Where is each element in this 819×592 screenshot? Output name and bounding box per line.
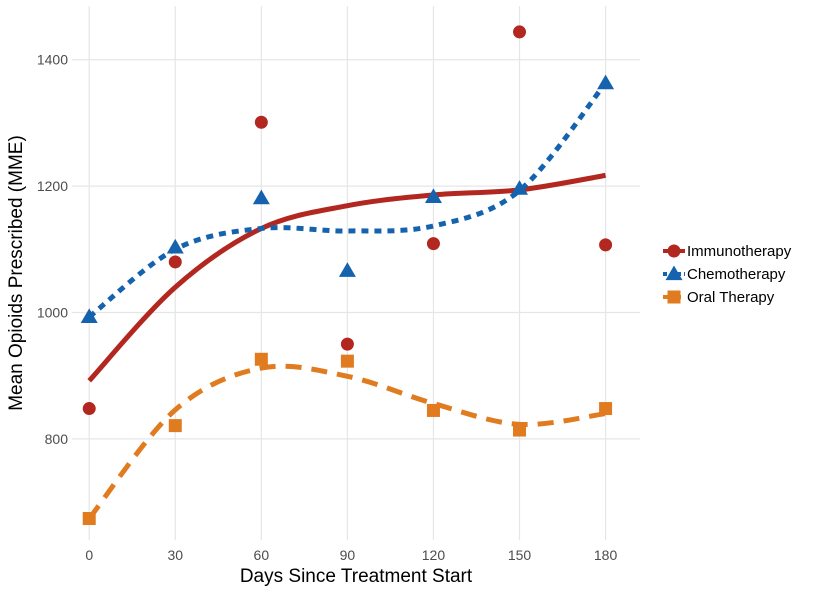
legend-item-oral-therapy: Oral Therapy — [663, 289, 775, 306]
x-axis-title: Days Since Treatment Start — [240, 566, 473, 587]
legend-square-marker — [667, 290, 681, 304]
chemotherapy-point — [338, 262, 356, 277]
chemotherapy-point — [511, 180, 529, 195]
oral-therapy-point — [340, 354, 354, 368]
y-tick-label: 1400 — [37, 52, 68, 68]
legend-circle-marker — [667, 244, 681, 258]
legend-item-chemotherapy: Chemotherapy — [663, 265, 786, 283]
oral-therapy-point — [254, 352, 268, 366]
chemotherapy-point — [80, 308, 98, 324]
chemotherapy-point — [424, 188, 442, 203]
legend-label: Chemotherapy — [687, 266, 786, 283]
grid — [72, 6, 640, 540]
chemotherapy-point — [166, 238, 184, 254]
oral-therapy-point — [426, 403, 440, 417]
immunotherapy-point — [168, 255, 182, 269]
chemotherapy-point — [252, 189, 270, 205]
immunotherapy-point — [254, 115, 268, 129]
chemotherapy-point — [597, 74, 615, 90]
y-tick-label: 1200 — [37, 178, 68, 194]
immunotherapy-point — [340, 337, 354, 351]
x-tick-label: 90 — [340, 547, 356, 563]
y-tick-label: 1000 — [37, 304, 68, 320]
y-tick-label: 800 — [45, 431, 69, 447]
x-tick-label: 30 — [167, 547, 183, 563]
oral-therapy-point — [82, 512, 96, 526]
oral-therapy-point — [513, 423, 527, 437]
x-tick-label: 120 — [422, 547, 446, 563]
immunotherapy-point — [426, 237, 440, 251]
oral-therapy-point — [599, 402, 613, 416]
legend: Immunotherapy Chemotherapy Oral Therapy — [663, 243, 792, 306]
immunotherapy-point — [82, 402, 96, 416]
oral-therapy-point — [168, 419, 182, 433]
x-tick-label: 150 — [508, 547, 532, 563]
legend-item-immunotherapy: Immunotherapy — [663, 243, 792, 260]
legend-label: Oral Therapy — [687, 289, 775, 306]
x-tick-label: 180 — [594, 547, 618, 563]
y-axis-title: Mean Opioids Prescribed (MME) — [6, 135, 27, 411]
immunotherapy-point — [513, 25, 527, 39]
x-tick-label: 0 — [85, 547, 93, 563]
data-points — [80, 25, 615, 526]
legend-triangle-marker — [665, 265, 683, 281]
x-tick-label: 60 — [254, 547, 270, 563]
immunotherapy-point — [599, 238, 613, 252]
tick-labels: 0 30 60 90 120 150 180 800 1000 1200 1400 — [37, 52, 618, 563]
legend-label: Immunotherapy — [687, 243, 792, 260]
